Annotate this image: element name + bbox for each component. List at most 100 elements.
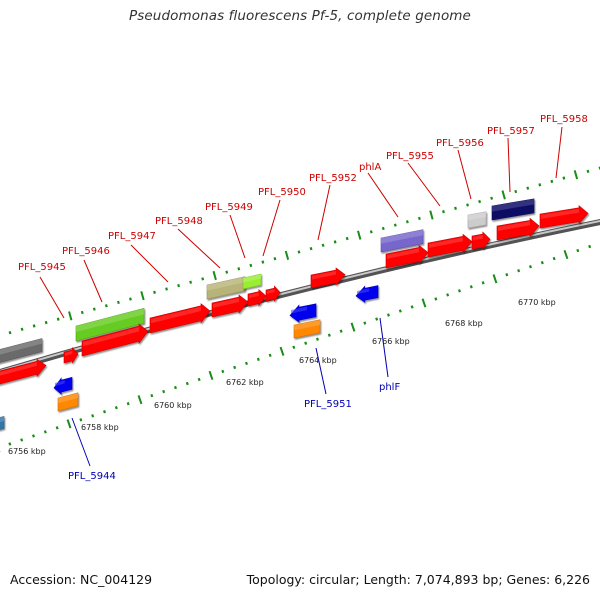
feature-highlight bbox=[267, 289, 275, 294]
reverse-tick bbox=[173, 385, 177, 390]
feature-highlight bbox=[291, 306, 307, 314]
forward-feature bbox=[427, 233, 473, 258]
forward-tick bbox=[237, 267, 241, 271]
forward-gene-label: PFL_5956 bbox=[436, 138, 484, 149]
forward-gene-label: PFL_5948 bbox=[155, 216, 203, 227]
reverse-tick bbox=[103, 410, 106, 414]
reverse-tick bbox=[375, 317, 379, 321]
forward-tick bbox=[333, 240, 337, 244]
reverse-tick bbox=[43, 430, 47, 434]
accession-text: Accession: NC_004129 bbox=[10, 572, 153, 587]
forward-tick bbox=[429, 210, 434, 220]
feature-highlight bbox=[0, 416, 4, 423]
forward-label-connector bbox=[262, 199, 281, 257]
reverse-tick bbox=[304, 341, 308, 345]
forward-feature bbox=[265, 285, 281, 303]
forward-label-connector bbox=[39, 276, 65, 319]
forward-tick bbox=[153, 290, 156, 294]
forward-tick bbox=[104, 304, 108, 308]
forward-tick bbox=[381, 226, 385, 231]
feature-highlight bbox=[58, 392, 78, 404]
topology-text: Topology: circular; Length: 7,074,893 bp… bbox=[246, 572, 590, 587]
feature-highlight bbox=[468, 211, 486, 221]
reverse-tick bbox=[410, 305, 414, 309]
forward-gene-label: PFL_5949 bbox=[205, 202, 253, 213]
forward-feature bbox=[539, 205, 589, 229]
reverse-tick bbox=[505, 273, 509, 277]
forward-tick bbox=[573, 170, 579, 180]
forward-feature bbox=[81, 323, 149, 357]
forward-tick bbox=[454, 206, 457, 210]
feature-highlight bbox=[55, 380, 65, 387]
forward-tick bbox=[261, 260, 265, 264]
forward-feature bbox=[471, 231, 491, 250]
feature-highlight bbox=[294, 319, 320, 331]
forward-feature bbox=[310, 267, 346, 289]
reverse-tick bbox=[434, 297, 438, 301]
reverse-tick bbox=[32, 434, 35, 438]
forward-tick bbox=[116, 300, 120, 305]
reverse-tick bbox=[327, 333, 331, 337]
forward-gene-label: PFL_5952 bbox=[309, 173, 357, 184]
forward-tick bbox=[44, 320, 48, 325]
reverse-tick bbox=[114, 406, 118, 410]
feature-arrow bbox=[355, 285, 379, 303]
label-connectors bbox=[39, 126, 563, 467]
feature-highlight bbox=[541, 208, 579, 219]
reverse-tick bbox=[339, 329, 343, 333]
feature-highlight bbox=[65, 350, 73, 356]
backbone bbox=[0, 218, 600, 376]
reverse-tick bbox=[126, 401, 130, 406]
feature-arrow bbox=[289, 303, 317, 323]
forward-tick bbox=[586, 169, 590, 174]
feature-highlight bbox=[151, 306, 201, 324]
feature-arrow bbox=[53, 376, 73, 395]
forward-feature bbox=[63, 347, 79, 364]
forward-tick bbox=[393, 223, 397, 227]
reverse-tick bbox=[162, 389, 166, 394]
forward-feature bbox=[75, 307, 145, 342]
reverse-tick bbox=[66, 419, 72, 429]
forward-tick bbox=[212, 270, 217, 281]
reverse-tick bbox=[540, 260, 544, 265]
forward-tick bbox=[177, 283, 181, 288]
forward-feature bbox=[211, 294, 249, 318]
feature-highlight bbox=[249, 292, 259, 299]
forward-gene-label: PFL_5958 bbox=[540, 114, 588, 125]
forward-tick bbox=[68, 311, 73, 321]
forward-label-connector bbox=[229, 214, 246, 259]
forward-gene-label: PFL_5946 bbox=[62, 246, 110, 257]
forward-tick bbox=[189, 280, 193, 284]
forward-tick bbox=[309, 246, 313, 251]
kbp-label: 6758 kbp bbox=[81, 423, 119, 432]
reverse-tick bbox=[292, 345, 296, 349]
feature-highlight bbox=[498, 221, 530, 231]
reverse-tick bbox=[446, 293, 450, 297]
forward-tick bbox=[538, 183, 542, 187]
kbp-label: 6766 kbp bbox=[372, 337, 410, 346]
forward-tick bbox=[514, 189, 518, 194]
forward-tick bbox=[201, 277, 205, 281]
reverse-tick bbox=[244, 361, 248, 366]
forward-tick bbox=[297, 250, 301, 254]
reverse-label-connector bbox=[379, 317, 389, 378]
forward-tick bbox=[273, 257, 277, 261]
reverse-gene-label: PFL_5951 bbox=[304, 399, 352, 410]
forward-label-connector bbox=[457, 149, 472, 200]
reverse-tick bbox=[350, 322, 356, 332]
feature-highlight bbox=[76, 308, 144, 332]
kbp-label: 6760 kbp bbox=[154, 401, 192, 410]
reverse-tick bbox=[481, 281, 485, 285]
forward-feature bbox=[0, 338, 43, 363]
backbone-highlight bbox=[0, 220, 600, 373]
feature-highlight bbox=[207, 276, 245, 291]
forward-tick bbox=[478, 199, 482, 204]
reverse-feature bbox=[289, 303, 317, 323]
reverse-tick bbox=[8, 442, 12, 446]
forward-gene-label: PFL_5955 bbox=[386, 151, 434, 162]
forward-tick bbox=[32, 324, 36, 328]
reverse-tick bbox=[457, 289, 461, 293]
forward-tick bbox=[8, 330, 12, 335]
reverse-tick bbox=[386, 313, 390, 317]
